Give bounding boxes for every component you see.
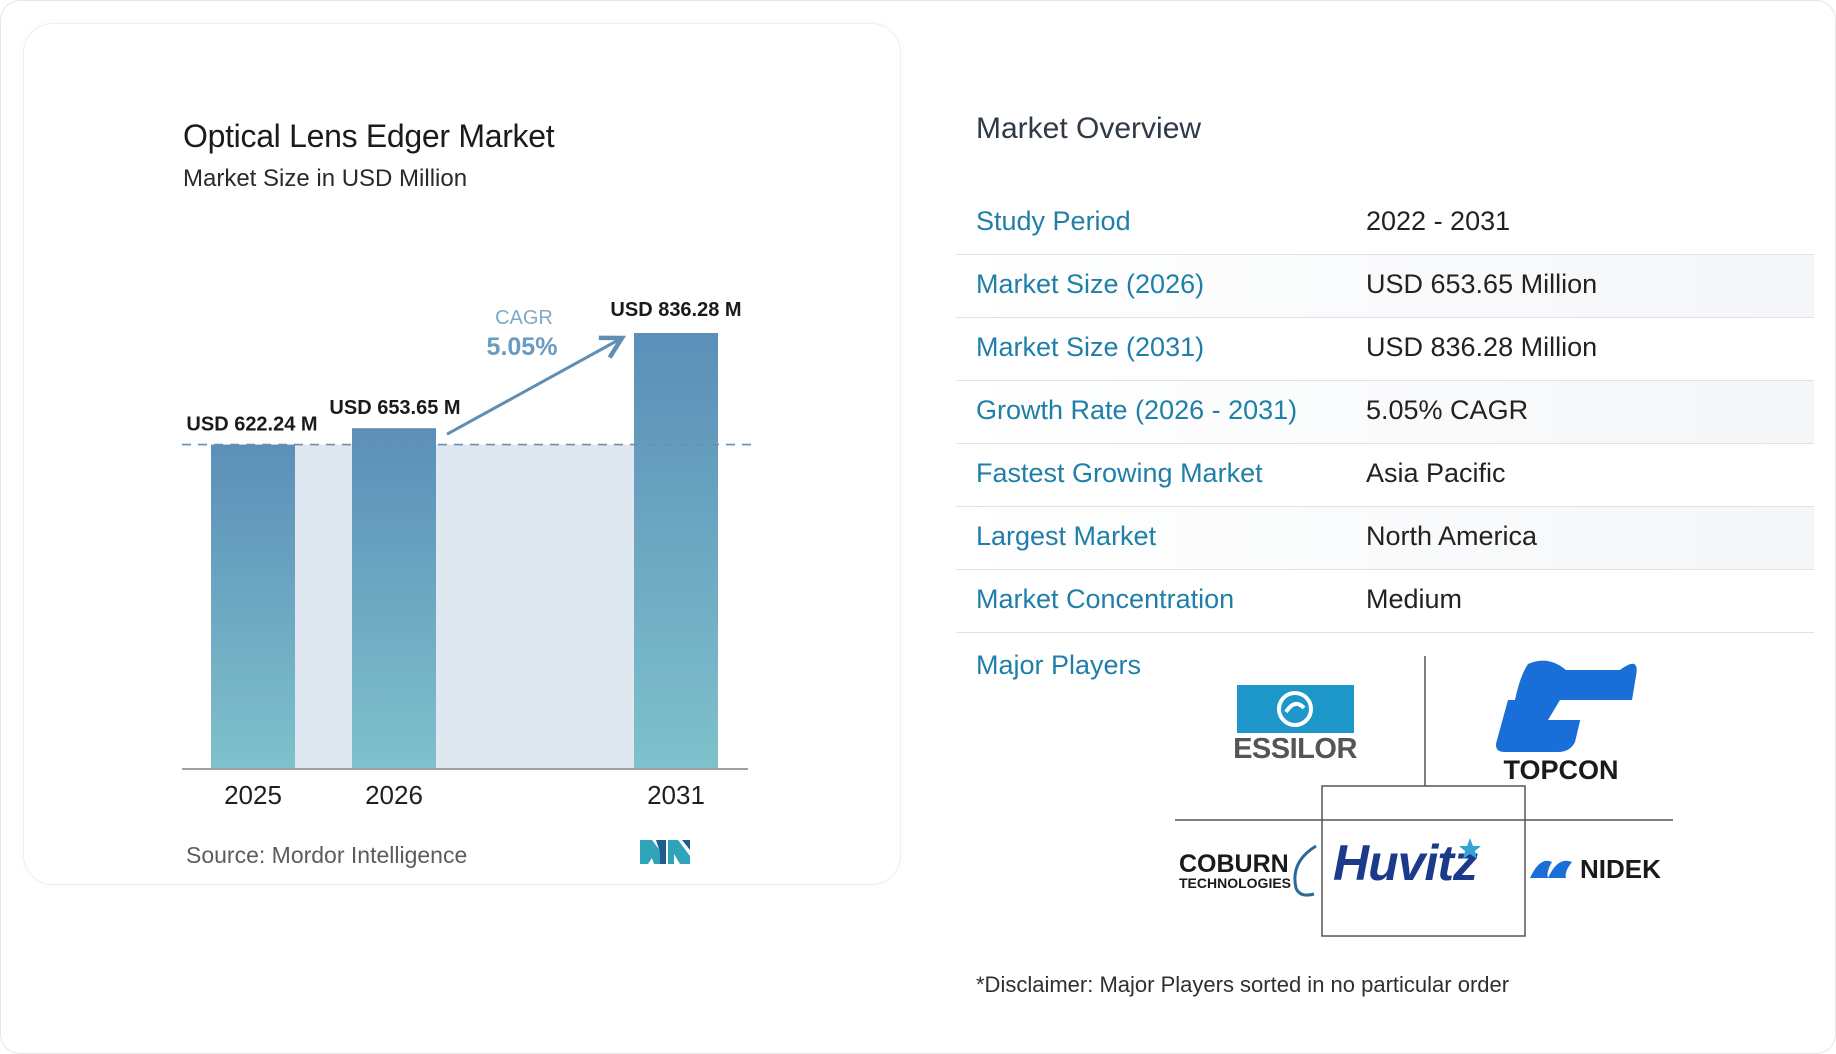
row-value: Asia Pacific — [1366, 458, 1506, 488]
data-label: USD 836.28 M — [610, 299, 741, 321]
row-key: Fastest Growing Market — [976, 458, 1263, 488]
x-tick-label: 2031 — [647, 780, 705, 810]
mordor-intelligence-logo — [640, 840, 690, 864]
row-value: USD 653.65 Million — [1366, 269, 1598, 299]
cagr-value: 5.05% — [487, 333, 558, 361]
row-value: 5.05% CAGR — [1366, 395, 1529, 425]
chart-title: Optical Lens Edger Market — [183, 118, 555, 154]
row-key: Market Concentration — [976, 584, 1235, 614]
major-players-label: Major Players — [976, 650, 1142, 680]
overview-row-market-size-2026: Market Size (2026) USD 653.65 Million — [956, 255, 1814, 318]
row-key: Market Size (2031) — [976, 332, 1205, 362]
chart-subtitle: Market Size in USD Million — [183, 165, 468, 192]
bar-2025 — [211, 444, 295, 769]
row-value: USD 836.28 Million — [1366, 332, 1598, 362]
bar-2026 — [352, 428, 436, 769]
row-value: North America — [1366, 521, 1538, 551]
market-overview-title: Market Overview — [976, 112, 1202, 145]
cagr-arrow — [446, 338, 622, 436]
row-key: Study Period — [976, 206, 1131, 236]
overview-row-largest-market: Largest Market North America — [956, 507, 1814, 570]
shaded-area — [211, 444, 718, 769]
disclaimer-text: *Disclaimer: Major Players sorted in no … — [976, 972, 1510, 997]
overview-table: Study Period 2022 - 2031 Market Size (20… — [956, 192, 1814, 633]
overview-row-market-size-2031: Market Size (2031) USD 836.28 Million — [956, 318, 1814, 381]
row-value: Medium — [1366, 584, 1463, 614]
overview-row-concentration: Market Concentration Medium — [956, 570, 1814, 633]
bar-2031 — [634, 333, 718, 769]
x-tick-label: 2025 — [224, 780, 282, 810]
overview-row-study-period: Study Period 2022 - 2031 — [956, 192, 1814, 255]
row-value: 2022 - 2031 — [1366, 206, 1511, 236]
data-label: USD 622.24 M — [186, 414, 317, 436]
data-label: USD 653.65 M — [329, 397, 460, 419]
bar-chart: 2025 2026 2031 USD 622.24 M USD 653.65 M USD … — [182, 299, 752, 810]
row-key: Market Size (2026) — [976, 269, 1205, 299]
overview-row-growth-rate: Growth Rate (2026 - 2031) 5.05% CAGR — [956, 381, 1814, 444]
cagr-label: CAGR — [495, 307, 553, 329]
row-key: Largest Market — [976, 521, 1157, 551]
overview-row-fastest-growing: Fastest Growing Market Asia Pacific — [956, 444, 1814, 507]
row-key: Growth Rate (2026 - 2031) — [976, 395, 1298, 425]
source-text: Source: Mordor Intelligence — [186, 842, 468, 868]
x-tick-label: 2026 — [365, 780, 423, 810]
